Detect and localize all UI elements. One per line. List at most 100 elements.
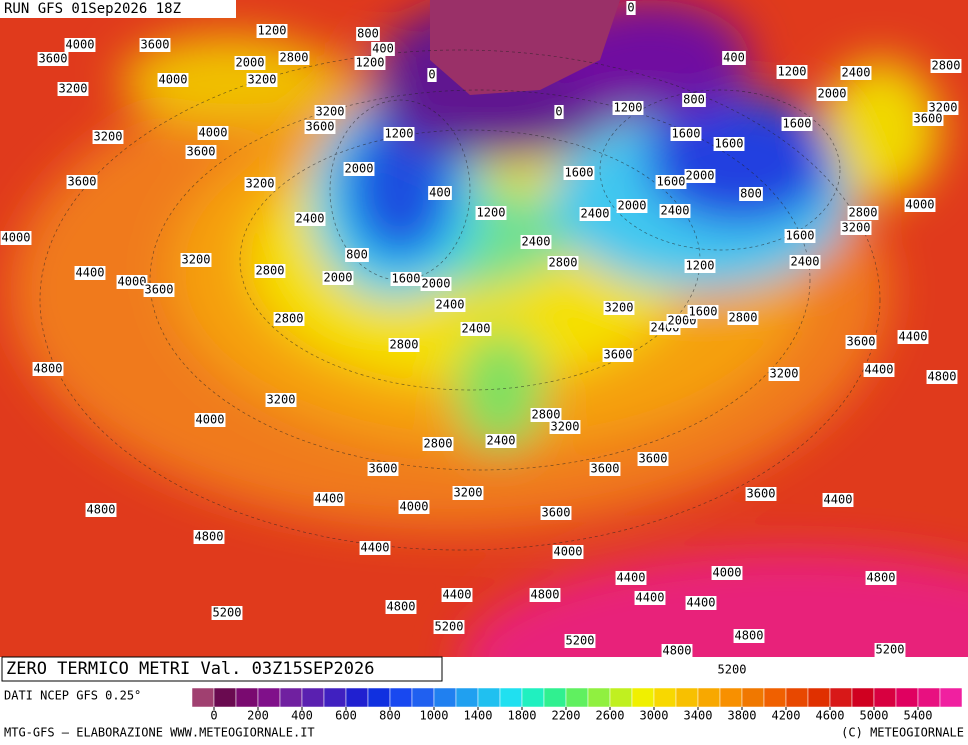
label-text: 2000 — [345, 162, 374, 176]
colorbar-tick-label: 1000 — [420, 709, 449, 723]
label-text: 3200 — [842, 221, 871, 235]
label-box — [554, 105, 564, 119]
colorbar-tick-label: 5400 — [904, 709, 933, 723]
label-text: 3600 — [542, 506, 571, 520]
colorbar-tick-label: 4200 — [772, 709, 801, 723]
label-text: 3200 — [605, 301, 634, 315]
contour-label: 4000 — [64, 38, 96, 52]
footer-left: MTG-GFS — ELABORAZIONE WWW.METEOGIORNALE… — [4, 726, 315, 740]
label-box — [602, 348, 634, 362]
contour-label: 1600 — [784, 229, 816, 243]
contour-label: 3200 — [57, 82, 89, 96]
contour-label: 5200 — [211, 606, 243, 620]
label-box — [256, 24, 288, 38]
label-box — [441, 588, 473, 602]
label-box — [420, 277, 452, 291]
label-box — [684, 259, 716, 273]
label-text: 4800 — [663, 644, 692, 658]
label-box — [552, 545, 584, 559]
label-box — [847, 206, 879, 220]
label-box — [265, 393, 297, 407]
label-text: 4000 — [159, 73, 188, 87]
label-text: 3200 — [182, 253, 211, 267]
contour-label: 3200 — [603, 301, 635, 315]
label-box — [356, 27, 380, 41]
label-box — [194, 413, 226, 427]
contour-label: 0 — [427, 68, 437, 82]
label-box — [733, 629, 765, 643]
label-box — [781, 117, 813, 131]
label-box — [529, 588, 561, 602]
label-text: 3200 — [267, 393, 296, 407]
contour-label: 4000 — [398, 500, 430, 514]
label-text: 4000 — [196, 413, 225, 427]
label-box — [92, 130, 124, 144]
label-text: 4000 — [2, 231, 31, 245]
contour-label: 2800 — [254, 264, 286, 278]
label-text: 3600 — [639, 452, 668, 466]
label-text: 2800 — [549, 256, 578, 270]
colorbar-tick-label: 0 — [210, 709, 217, 723]
label-text: 4400 — [76, 266, 105, 280]
label-box — [428, 186, 452, 200]
label-box — [398, 500, 430, 514]
contour-label: 4800 — [661, 644, 693, 658]
label-box — [716, 663, 748, 677]
colorbar-tick-label: 1800 — [508, 709, 537, 723]
colorbar-swatch — [763, 687, 787, 708]
label-box — [388, 338, 420, 352]
label-text: 1200 — [385, 127, 414, 141]
label-box — [193, 530, 225, 544]
label-text: 1200 — [614, 101, 643, 115]
label-text: 3600 — [68, 175, 97, 189]
run-label: RUN GFS 01Sep2026 18Z — [4, 1, 181, 17]
label-text: 1600 — [565, 166, 594, 180]
label-box — [0, 231, 32, 245]
label-box — [64, 38, 96, 52]
label-text: 3200 — [770, 367, 799, 381]
contour-label: 1200 — [475, 206, 507, 220]
label-box — [313, 492, 345, 506]
contour-label: 2800 — [388, 338, 420, 352]
label-box — [427, 68, 437, 82]
label-text: 2000 — [422, 277, 451, 291]
contour-label: 4400 — [897, 330, 929, 344]
contour-label: 4400 — [685, 596, 717, 610]
label-text: 1200 — [258, 24, 287, 38]
label-box — [904, 198, 936, 212]
label-text: 3600 — [369, 462, 398, 476]
contour-label: 3600 — [304, 120, 336, 134]
contour-label: 2800 — [278, 51, 310, 65]
colorbar-tick-label: 400 — [291, 709, 313, 723]
label-box — [304, 120, 336, 134]
contour-label: 2400 — [294, 212, 326, 226]
label-text: 4400 — [315, 492, 344, 506]
label-box — [278, 51, 310, 65]
label-text: 4800 — [735, 629, 764, 643]
label-text: 2800 — [424, 437, 453, 451]
colorbar-swatch — [367, 687, 391, 708]
contour-label: 4800 — [385, 600, 417, 614]
label-text: 2000 — [324, 271, 353, 285]
colorbar-swatch — [433, 687, 457, 708]
colorbar-swatch — [565, 687, 589, 708]
label-box — [157, 73, 189, 87]
label-box — [616, 199, 648, 213]
label-text: 1600 — [786, 229, 815, 243]
label-text: 4400 — [824, 493, 853, 507]
label-box — [85, 503, 117, 517]
contour-label: 2400 — [434, 298, 466, 312]
label-text: 2400 — [462, 322, 491, 336]
label-text: 4400 — [361, 541, 390, 555]
contour-label: 1600 — [781, 117, 813, 131]
source-label: DATI NCEP GFS 0.25° — [4, 689, 141, 703]
label-box — [840, 66, 872, 80]
label-box — [385, 600, 417, 614]
label-text: 2000 — [618, 199, 647, 213]
contour-label: 3200 — [180, 253, 212, 267]
contour-label: 3600 — [845, 335, 877, 349]
contour-label: 4800 — [32, 362, 64, 376]
label-text: 3600 — [914, 112, 943, 126]
